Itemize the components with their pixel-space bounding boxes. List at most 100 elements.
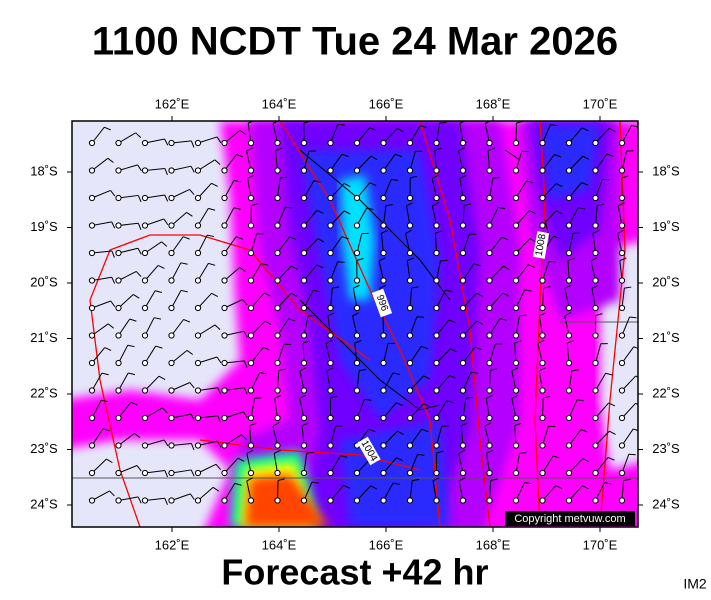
precip-area <box>540 125 600 200</box>
wind-barb <box>272 425 278 446</box>
wind-station <box>88 139 96 147</box>
wind-barb <box>330 236 343 254</box>
wind-barb <box>325 343 331 364</box>
wind-barb <box>144 375 160 391</box>
wind-barb <box>515 453 520 474</box>
wind-barb <box>486 453 490 474</box>
wind-station <box>565 332 573 339</box>
wind-station <box>141 414 149 422</box>
wind-station <box>618 194 626 202</box>
wind-barb <box>595 127 610 144</box>
wind-barb <box>91 157 109 171</box>
wind-barb <box>224 411 244 419</box>
wind-station <box>380 469 387 477</box>
wind-barb-feather <box>136 465 142 472</box>
wind-barb <box>383 457 397 474</box>
wind-barb-feather <box>290 292 298 297</box>
wind-barb <box>171 350 188 364</box>
wind-barb-feather <box>459 121 466 124</box>
wind-barb <box>118 345 129 364</box>
wind-station <box>512 222 520 229</box>
wind-barb <box>91 323 109 336</box>
wind-barb <box>171 140 192 144</box>
wind-barb <box>303 264 318 281</box>
wind-barb <box>118 164 138 171</box>
wind-barb-feather <box>605 372 613 376</box>
wind-barb-feather <box>263 292 271 297</box>
wind-barb <box>356 127 371 144</box>
wind-barb <box>247 123 252 144</box>
wind-station <box>592 442 599 449</box>
wind-station <box>486 194 493 202</box>
wind-station <box>300 249 308 257</box>
wind-barb-feather <box>251 203 259 206</box>
wind-station <box>539 277 546 284</box>
wind-barb-feather <box>396 402 403 406</box>
wind-station <box>618 414 626 422</box>
wind-station <box>221 414 228 422</box>
wind-barb-feather <box>448 319 456 324</box>
wind-barb <box>171 212 187 226</box>
wind-barb-feather <box>631 124 638 128</box>
wind-barb <box>595 372 607 391</box>
wind-barb <box>621 428 634 446</box>
wind-barb-feather <box>369 182 377 187</box>
latitude-label: 23˚S <box>30 441 58 456</box>
wind-station <box>539 167 546 174</box>
wind-station <box>88 469 96 477</box>
wind-station <box>459 359 467 367</box>
wind-station <box>141 442 149 449</box>
wind-barb <box>272 123 278 144</box>
wind-barb <box>144 265 159 281</box>
wind-station <box>486 277 493 284</box>
latitude-label: 22˚S <box>30 385 58 400</box>
wind-barb-feather <box>564 312 572 317</box>
wind-barb-feather <box>370 155 378 160</box>
wind-station <box>141 277 149 284</box>
wind-barb <box>118 294 134 309</box>
wind-barb-feather <box>591 284 599 289</box>
wind-station <box>512 304 520 312</box>
wind-station <box>247 332 255 339</box>
wind-barb <box>568 233 574 254</box>
wind-barb-feather <box>378 257 386 262</box>
wind-barb-feather <box>370 485 378 490</box>
wind-barb-feather <box>459 174 467 179</box>
wind-barb <box>356 155 372 171</box>
wind-barb-feather <box>109 490 115 497</box>
wind-station <box>88 277 96 284</box>
wind-barb <box>436 289 446 309</box>
wind-barb-feather <box>237 457 245 462</box>
wind-station <box>141 497 149 504</box>
wind-barb <box>409 316 418 336</box>
wind-barb <box>515 151 523 171</box>
wind-barb-feather <box>392 372 400 375</box>
wind-station <box>406 167 414 174</box>
wind-barb-feather <box>325 339 333 344</box>
wind-barb-feather <box>316 264 324 269</box>
wind-barb <box>595 402 609 419</box>
wind-barb-feather <box>277 478 285 481</box>
wind-barb-feather <box>633 346 638 349</box>
wind-barb-feather <box>303 340 311 344</box>
wind-barb <box>277 318 289 336</box>
wind-station <box>486 442 493 449</box>
wind-barb-feather <box>450 348 457 353</box>
wind-barb-feather <box>421 428 429 433</box>
wind-barb-feather <box>137 496 142 504</box>
wind-barb <box>91 221 112 226</box>
wind-barb <box>91 189 111 199</box>
wind-barb-feather <box>214 159 221 165</box>
wind-station <box>168 497 175 504</box>
map-title: 1100 NCDT Tue 24 Mar 2026 <box>92 20 618 64</box>
wind-barb-feather <box>421 345 429 350</box>
wind-barb <box>431 205 437 226</box>
latitude-label: 24˚S <box>30 496 58 511</box>
wind-station <box>115 442 122 449</box>
wind-barb <box>91 399 102 419</box>
wind-barb <box>595 205 598 226</box>
wind-barb <box>515 180 527 199</box>
precip-area <box>72 440 230 527</box>
wind-station <box>115 332 122 339</box>
wind-station <box>539 332 546 339</box>
